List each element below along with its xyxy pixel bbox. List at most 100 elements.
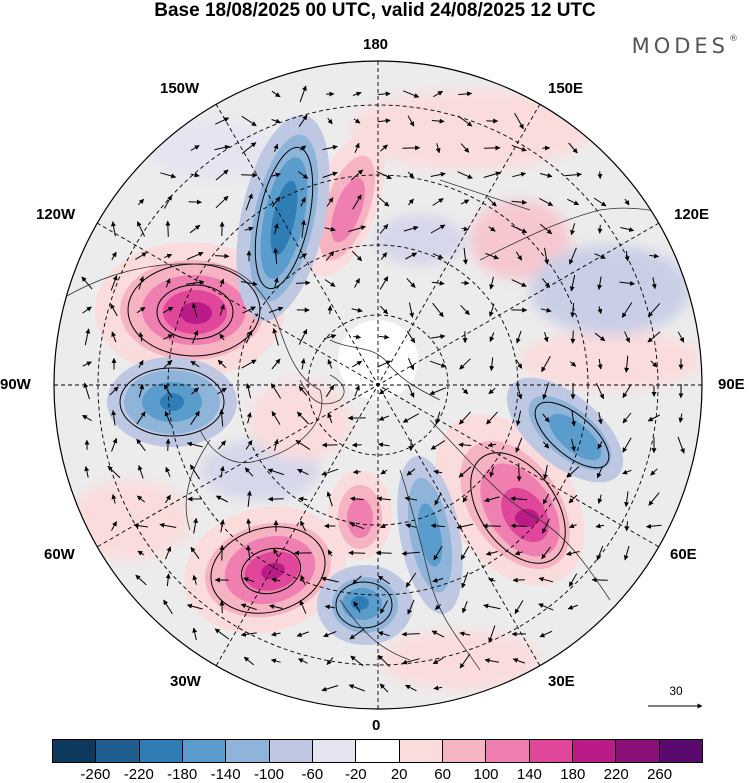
wind-vector — [649, 253, 660, 259]
wind-vector — [622, 384, 632, 399]
wind-vector — [596, 545, 604, 561]
wind-vector — [190, 145, 200, 151]
wind-vector — [568, 573, 578, 587]
wind-vector — [270, 658, 281, 664]
wind-vector — [268, 306, 284, 313]
wind-vector — [570, 302, 576, 318]
wind-vector — [186, 279, 205, 285]
wind-vector — [348, 225, 366, 232]
wind-vector — [165, 438, 171, 451]
wind-vector — [215, 253, 230, 259]
wind-vector — [325, 384, 335, 398]
wind-vector — [353, 118, 361, 124]
wind-vector — [567, 604, 578, 610]
wind-vector — [622, 412, 632, 424]
wind-vector — [514, 600, 524, 615]
wind-vector — [138, 276, 145, 290]
colorbar-swatch — [442, 740, 487, 762]
wind-vector — [271, 410, 281, 425]
wind-vector — [297, 171, 309, 179]
wind-vector — [567, 198, 580, 206]
wind-vector — [457, 115, 473, 127]
lon-label-0: 0 — [372, 717, 381, 734]
wind-vector — [215, 495, 228, 503]
wind-vector — [434, 492, 442, 506]
wind-vector — [324, 226, 336, 232]
wind-vector — [542, 278, 550, 288]
wind-vector — [186, 603, 203, 610]
wind-vector — [219, 278, 225, 288]
wind-vector — [488, 577, 496, 583]
wind-vector — [272, 328, 279, 346]
wind-vector — [300, 574, 306, 585]
wind-vector — [489, 357, 495, 372]
wind-vector — [271, 196, 281, 208]
wind-vector — [300, 520, 306, 532]
wind-vector — [299, 145, 307, 151]
wind-vector — [515, 359, 523, 369]
wind-vector — [137, 465, 144, 479]
lon-label-30w: 30W — [170, 673, 201, 690]
wind-vector — [651, 277, 657, 290]
wind-vector — [430, 224, 446, 234]
wind-vector — [432, 302, 444, 318]
wind-vector — [486, 411, 498, 425]
wind-vector — [241, 115, 257, 127]
wind-vector — [136, 306, 146, 314]
wind-vector — [133, 523, 148, 529]
wind-vector — [380, 600, 388, 614]
wind-vector — [84, 328, 91, 346]
wind-vector — [539, 172, 553, 178]
wind-vector — [568, 523, 577, 529]
wind-vector — [459, 411, 471, 425]
wind-vector — [646, 523, 662, 529]
wind-vector — [378, 415, 390, 421]
wind-vector — [267, 468, 285, 476]
wind-vector — [432, 657, 444, 665]
wind-vector — [245, 440, 253, 450]
wind-vector — [298, 114, 308, 128]
wind-vector — [432, 577, 444, 583]
wind-vector — [408, 198, 414, 206]
wind-vector — [246, 412, 252, 424]
anomaly-center-neg-15e — [317, 565, 413, 645]
wind-vector — [298, 496, 308, 502]
wind-vector — [677, 331, 685, 343]
wind-vector — [380, 523, 388, 529]
wind-vector — [217, 359, 227, 369]
wind-vector — [647, 331, 661, 343]
wind-vector — [111, 251, 117, 261]
wind-vector — [570, 330, 576, 344]
wind-vector — [620, 227, 635, 232]
wind-vector — [165, 466, 171, 477]
wind-vector — [348, 684, 365, 692]
wind-vector — [321, 576, 339, 583]
wind-vector — [458, 91, 473, 97]
wind-vector — [515, 251, 523, 261]
wind-vector — [538, 576, 554, 583]
wind-vector — [189, 224, 201, 234]
lon-label-120e: 120E — [674, 206, 710, 223]
colorbar-swatch — [139, 740, 183, 762]
wind-vector — [165, 278, 171, 288]
wind-vector — [379, 224, 389, 234]
wind-vector — [270, 383, 282, 399]
wind-vector — [110, 221, 116, 237]
wind-vector — [402, 145, 421, 151]
wind-vector — [564, 172, 582, 178]
wind-vector — [165, 573, 171, 587]
wind-vector — [485, 550, 498, 556]
wind-vector — [296, 631, 310, 637]
wind-vector — [193, 517, 199, 534]
wind-vector — [164, 253, 173, 259]
lon-label-90w: 90W — [0, 376, 31, 393]
wind-vector — [162, 306, 174, 314]
wind-vector — [593, 197, 607, 207]
wind-vector — [349, 496, 364, 502]
wind-vector — [244, 467, 254, 477]
wind-vector — [327, 412, 333, 424]
colorbar-swatch — [486, 740, 530, 762]
wind-vector — [273, 223, 279, 235]
wind-vector — [378, 442, 390, 448]
wind-vector — [569, 247, 577, 265]
